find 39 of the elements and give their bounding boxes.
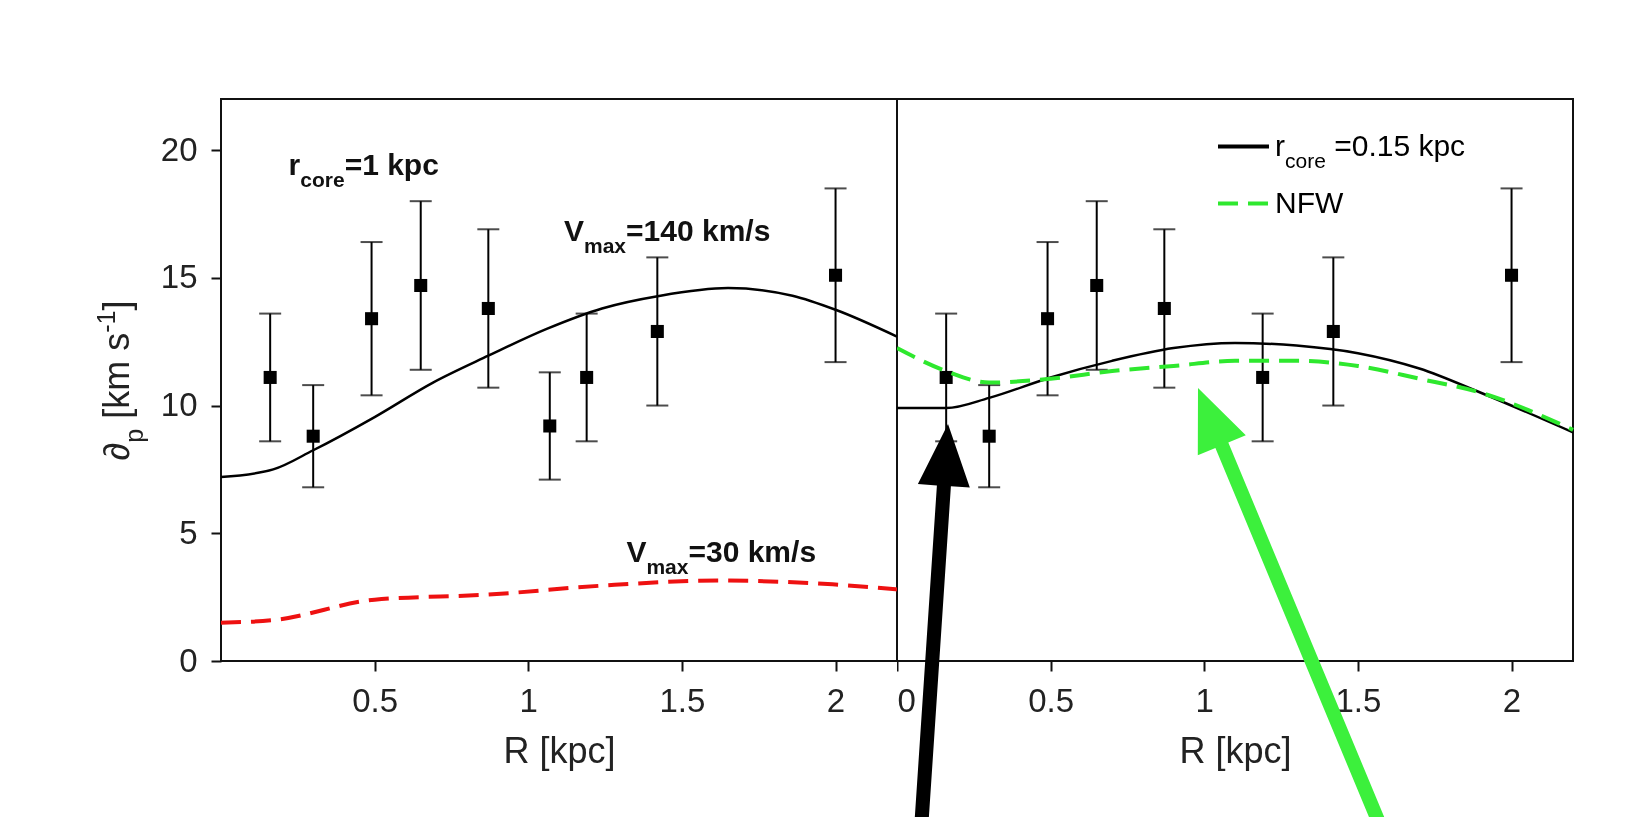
x-tick-label: 1	[1195, 681, 1214, 719]
point	[543, 419, 557, 433]
x-axis-title: R [kpc]	[1179, 729, 1292, 771]
line-series	[219, 578, 897, 625]
point	[1090, 278, 1104, 292]
y-tick-label: 0	[179, 641, 198, 679]
point	[414, 278, 428, 292]
annotation: V$_{max}$=30 km/s	[626, 534, 817, 578]
annotation: V$_{max}$=140 km/s	[563, 213, 771, 257]
legend-label: NFW	[1275, 185, 1344, 219]
x-axis-title: R [kpc]	[503, 729, 616, 771]
annotation: r$_{core}$=1 kpc	[288, 148, 439, 191]
x-tick-label: 0	[897, 681, 916, 719]
legend-label: r$_{core}$ =0.15 kpc	[1275, 128, 1466, 171]
x-tick-label: 0.5	[352, 681, 399, 719]
point	[1256, 370, 1270, 384]
x-tick-label: 1	[519, 681, 538, 719]
x-tick-label: 0.5	[1028, 681, 1075, 719]
point	[1157, 301, 1171, 315]
y-tick-label: 15	[160, 258, 198, 296]
y-tick-label: 5	[179, 513, 198, 551]
point	[263, 370, 277, 384]
point	[982, 429, 996, 443]
point	[829, 268, 843, 282]
x-tick-label: 1.5	[1335, 681, 1382, 719]
point	[1505, 268, 1519, 282]
point	[1041, 312, 1055, 326]
point	[1326, 324, 1340, 338]
y-tick-label: 10	[160, 386, 198, 424]
point	[306, 429, 320, 443]
x-tick-label: 1.5	[659, 681, 706, 719]
point	[939, 370, 953, 384]
point	[481, 301, 495, 315]
y-tick-label: 20	[160, 130, 198, 168]
point	[580, 370, 594, 384]
x-tick-label: 2	[826, 681, 846, 719]
point	[365, 312, 379, 326]
point	[650, 324, 664, 338]
x-tick-label: 2	[1502, 681, 1522, 719]
